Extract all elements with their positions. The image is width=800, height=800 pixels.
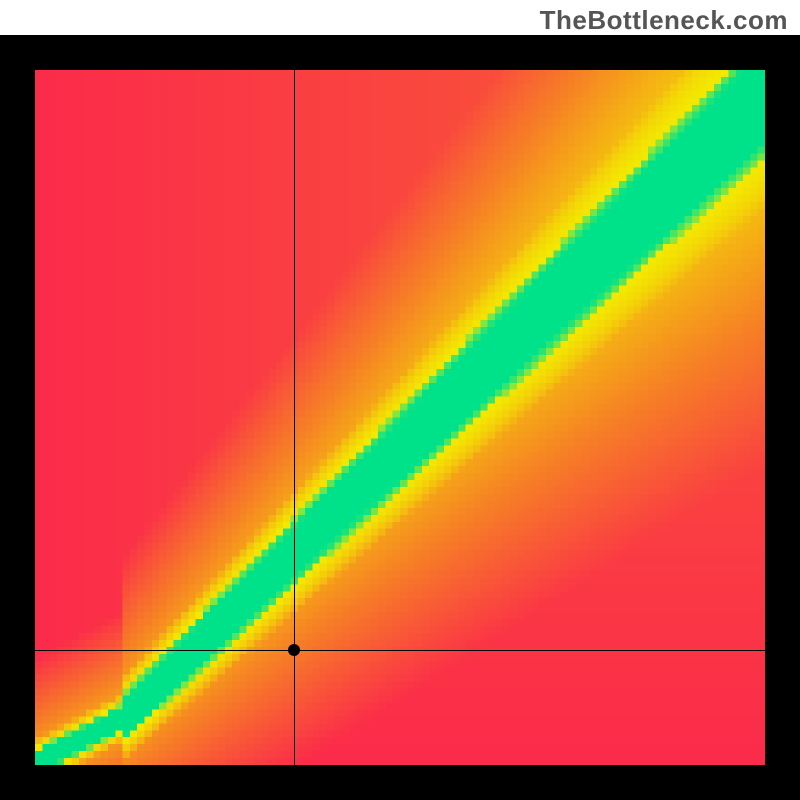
crosshair-vertical-line [294, 70, 295, 765]
bottleneck-heatmap [35, 70, 765, 765]
watermark-text: TheBottleneck.com [540, 5, 788, 36]
crosshair-horizontal-line [35, 650, 765, 651]
